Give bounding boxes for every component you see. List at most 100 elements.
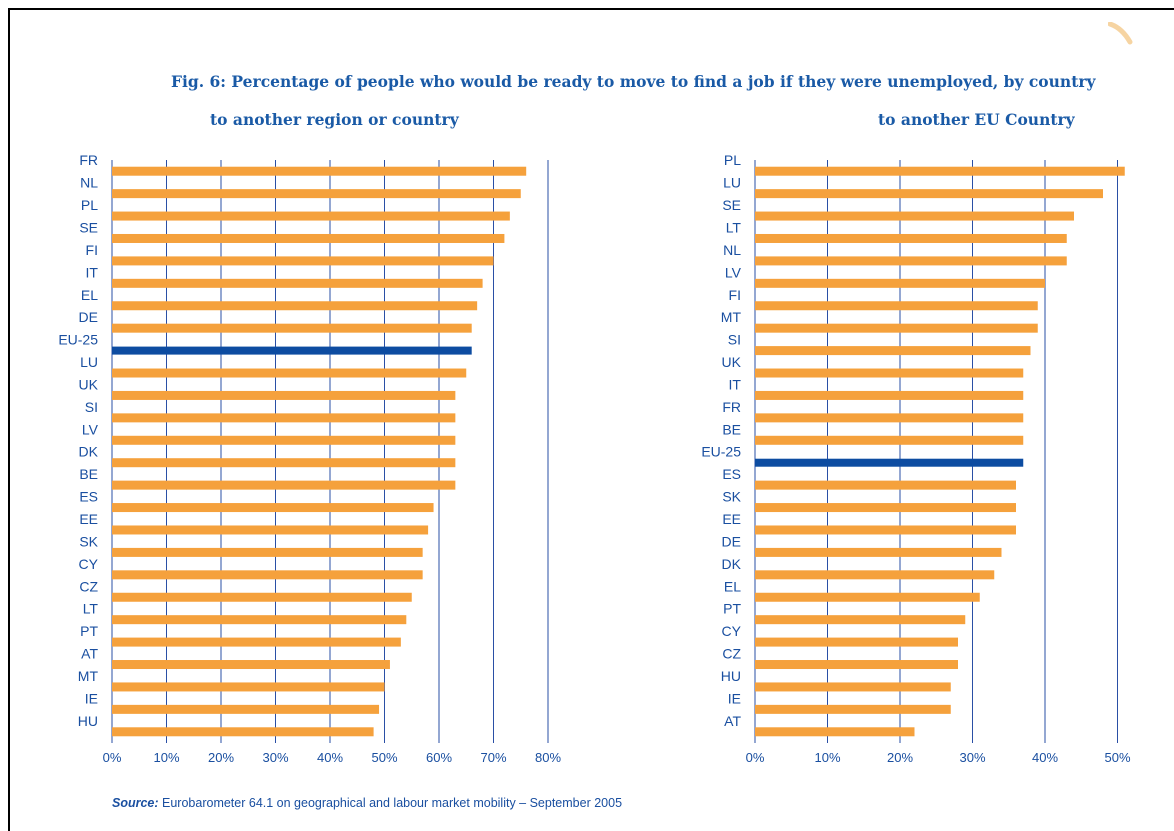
right-category-label: CZ — [722, 646, 741, 662]
left-category-label: SE — [79, 219, 98, 235]
left-tick-label: 40% — [317, 750, 343, 765]
right-bar-fi — [755, 301, 1038, 311]
left-bar-si — [112, 413, 456, 423]
left-category-label: BE — [79, 466, 98, 482]
left-category-label: LT — [83, 601, 99, 617]
right-tick-label: 10% — [814, 750, 840, 765]
right-category-label: SK — [722, 489, 741, 505]
left-bar-ie — [112, 704, 380, 714]
right-bar-ie — [755, 704, 951, 714]
left-category-label: HU — [78, 713, 98, 729]
right-category-label: PL — [724, 152, 741, 168]
left-bar-es — [112, 503, 434, 513]
right-category-label: HU — [721, 668, 741, 684]
left-bar-se — [112, 233, 505, 243]
right-bar-lu — [755, 189, 1103, 199]
left-category-label: CY — [79, 556, 99, 572]
right-bar-pt — [755, 615, 966, 625]
right-category-label: EL — [724, 578, 741, 594]
right-category-label: SE — [722, 197, 741, 213]
right-category-label: SI — [728, 332, 741, 348]
right-bar-at — [755, 727, 915, 737]
left-category-label: NL — [80, 175, 98, 191]
right-category-label: IT — [729, 376, 742, 392]
right-bar-fr — [755, 413, 1024, 423]
left-category-label: UK — [79, 376, 99, 392]
left-category-label: LV — [82, 421, 99, 437]
left-bar-cz — [112, 592, 412, 602]
right-bar-es — [755, 480, 1016, 490]
right-tick-label: 0% — [746, 750, 765, 765]
right-bar-uk — [755, 368, 1024, 378]
left-category-label: SI — [85, 399, 98, 415]
right-category-label: IE — [728, 690, 741, 706]
right-chart-title: to another EU Country — [878, 110, 1075, 129]
right-bar-mt — [755, 323, 1038, 333]
left-bar-nl — [112, 189, 521, 199]
right-category-label: DK — [722, 556, 742, 572]
right-bar-cz — [755, 660, 958, 670]
source-label: Source: — [112, 796, 159, 810]
corner-mark-icon — [1108, 22, 1133, 45]
left-bar-hu — [112, 727, 374, 737]
right-category-label: NL — [723, 242, 741, 258]
left-tick-label: 30% — [262, 750, 288, 765]
right-category-label: PT — [723, 601, 741, 617]
right-bar-ee — [755, 525, 1016, 535]
right-bar-cy — [755, 637, 958, 647]
left-category-label: CZ — [79, 578, 98, 594]
right-category-label: CY — [722, 623, 742, 639]
right-category-label: MT — [721, 309, 742, 325]
right-bar-lt — [755, 233, 1067, 243]
right-bar-be — [755, 435, 1024, 445]
right-bar-si — [755, 346, 1031, 356]
left-category-label: DK — [79, 444, 99, 460]
figure-frame — [8, 8, 1174, 831]
left-category-label: PT — [80, 623, 98, 639]
right-bar-el — [755, 592, 980, 602]
right-bar-it — [755, 390, 1024, 400]
left-category-label: AT — [81, 646, 98, 662]
right-tick-label: 30% — [959, 750, 985, 765]
right-bar-eu-25 — [755, 458, 1024, 467]
right-bar-dk — [755, 570, 995, 580]
right-category-label: FI — [729, 287, 741, 303]
left-bar-dk — [112, 458, 456, 468]
left-tick-label: 70% — [480, 750, 506, 765]
left-bar-be — [112, 480, 456, 490]
source-note: Source: Eurobarometer 64.1 on geographic… — [112, 796, 622, 810]
left-bar-mt — [112, 682, 385, 692]
left-tick-label: 50% — [371, 750, 397, 765]
right-category-label: EU-25 — [701, 444, 741, 460]
left-tick-label: 0% — [103, 750, 122, 765]
left-bar-pl — [112, 211, 510, 221]
right-category-label: ES — [722, 466, 741, 482]
left-category-label: EE — [79, 511, 98, 527]
right-bar-sk — [755, 503, 1016, 513]
left-category-label: SK — [79, 533, 98, 549]
left-tick-label: 80% — [535, 750, 561, 765]
left-category-label: MT — [78, 668, 99, 684]
left-category-label: FR — [79, 152, 98, 168]
right-tick-label: 50% — [1104, 750, 1130, 765]
right-bar-pl — [755, 166, 1125, 176]
right-category-label: DE — [722, 533, 741, 549]
left-bar-lv — [112, 435, 456, 445]
right-category-label: FR — [722, 399, 741, 415]
left-bar-pt — [112, 637, 401, 647]
right-bar-de — [755, 547, 1002, 557]
right-category-label: LT — [726, 219, 742, 235]
right-category-label: BE — [722, 421, 741, 437]
left-tick-label: 20% — [208, 750, 234, 765]
left-bar-it — [112, 278, 483, 288]
left-category-label: EU-25 — [58, 332, 98, 348]
left-bar-fi — [112, 256, 494, 266]
right-category-label: LU — [723, 175, 741, 191]
left-bar-eu-25 — [112, 346, 472, 355]
left-category-label: DE — [79, 309, 98, 325]
right-category-label: EE — [722, 511, 741, 527]
left-tick-label: 10% — [153, 750, 179, 765]
left-bar-el — [112, 301, 478, 311]
